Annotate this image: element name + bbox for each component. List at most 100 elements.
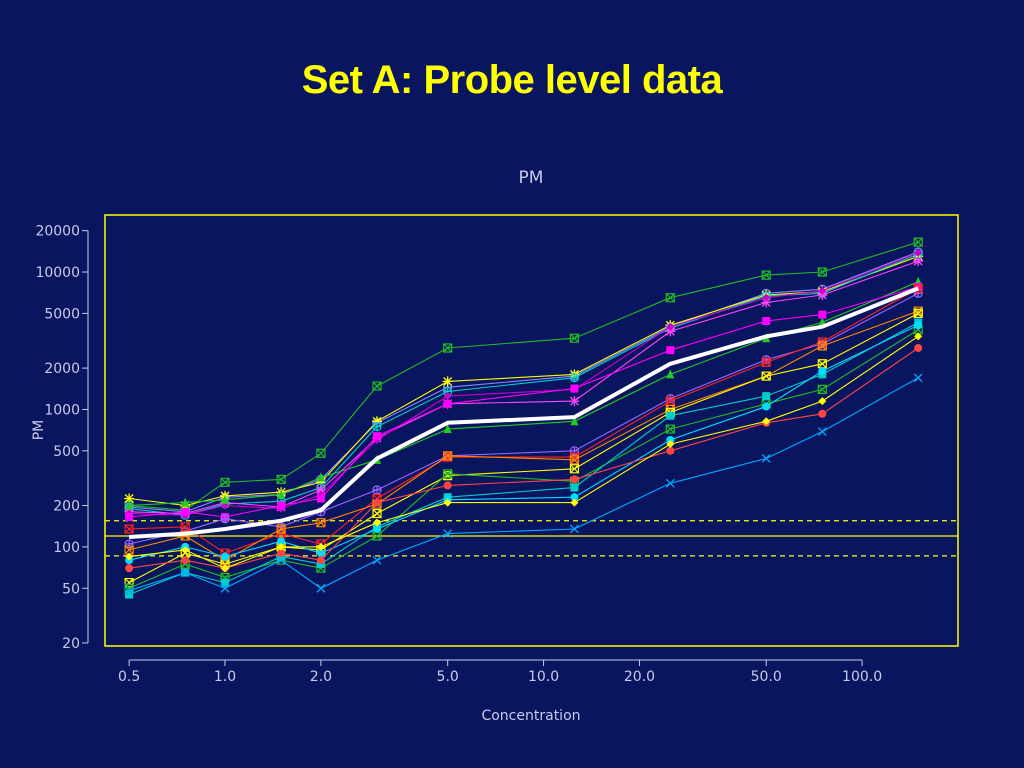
data-point bbox=[665, 478, 675, 488]
data-point bbox=[761, 297, 772, 308]
data-point bbox=[570, 498, 579, 507]
plot-frame bbox=[104, 214, 959, 647]
data-point bbox=[221, 552, 230, 561]
data-point bbox=[125, 512, 134, 521]
series bbox=[124, 256, 924, 519]
series-line bbox=[129, 287, 919, 554]
data-point bbox=[665, 424, 675, 434]
y-tick-label: 10000 bbox=[35, 265, 80, 281]
y-tick-label: 1000 bbox=[44, 402, 80, 418]
data-point bbox=[277, 542, 286, 551]
data-point bbox=[569, 396, 580, 407]
data-point bbox=[818, 367, 827, 376]
data-point bbox=[125, 564, 134, 573]
data-point bbox=[569, 455, 580, 465]
data-point bbox=[818, 310, 827, 319]
data-point bbox=[316, 518, 326, 528]
data-point bbox=[315, 477, 326, 488]
series bbox=[125, 276, 923, 510]
data-point bbox=[818, 409, 827, 418]
data-point bbox=[372, 432, 381, 441]
x-axis-label: Concentration bbox=[481, 708, 580, 724]
y-tick-label: 50 bbox=[62, 581, 80, 597]
data-point bbox=[569, 524, 579, 534]
series-line bbox=[129, 260, 919, 515]
series bbox=[124, 373, 923, 596]
data-point bbox=[570, 475, 579, 484]
data-point bbox=[913, 256, 924, 267]
data-point bbox=[570, 483, 579, 492]
data-point bbox=[371, 416, 382, 427]
data-point bbox=[762, 317, 771, 326]
data-point bbox=[125, 500, 134, 510]
data-point bbox=[124, 524, 134, 534]
data-point bbox=[276, 555, 286, 565]
data-point bbox=[914, 282, 923, 291]
data-point bbox=[913, 237, 923, 247]
data-point bbox=[818, 397, 827, 406]
series-line bbox=[129, 252, 919, 516]
data-point bbox=[666, 435, 675, 444]
x-tick-label: 2.0 bbox=[310, 669, 332, 685]
x-tick-label: 10.0 bbox=[528, 669, 559, 685]
reference-lines bbox=[105, 520, 958, 557]
data-point bbox=[817, 341, 827, 351]
data-point bbox=[762, 293, 771, 302]
x-tick-label: 0.5 bbox=[118, 669, 140, 685]
x-tick-label: 100.0 bbox=[842, 669, 882, 685]
data-point bbox=[221, 494, 230, 504]
y-axis-label: PM bbox=[31, 420, 47, 441]
data-point bbox=[443, 481, 452, 490]
data-point bbox=[180, 568, 190, 578]
data-point bbox=[277, 549, 286, 558]
series-line bbox=[129, 286, 919, 518]
data-point bbox=[276, 524, 286, 534]
series-line bbox=[128, 377, 919, 592]
data-point bbox=[124, 586, 134, 596]
chart-title: PM bbox=[519, 168, 544, 188]
series-line bbox=[128, 324, 919, 561]
series bbox=[124, 237, 923, 515]
series-line bbox=[128, 292, 919, 545]
data-point bbox=[443, 451, 453, 461]
data-point bbox=[276, 474, 286, 484]
data-point bbox=[817, 384, 827, 394]
data-point bbox=[180, 522, 190, 532]
data-point bbox=[761, 270, 771, 280]
data-point bbox=[443, 469, 453, 479]
data-point bbox=[913, 373, 923, 383]
data-point bbox=[181, 497, 190, 507]
series bbox=[124, 325, 923, 593]
data-point bbox=[372, 555, 382, 565]
y-tick-label: 5000 bbox=[44, 306, 80, 322]
data-point bbox=[817, 427, 827, 437]
data-point bbox=[914, 248, 923, 257]
data-point bbox=[818, 286, 827, 295]
series bbox=[125, 332, 923, 573]
series-layer bbox=[124, 237, 924, 599]
data-point bbox=[443, 529, 453, 539]
data-point bbox=[762, 402, 771, 411]
data-point bbox=[817, 290, 828, 301]
series bbox=[124, 308, 923, 588]
data-point bbox=[666, 440, 675, 449]
data-point bbox=[570, 384, 579, 393]
x-tick-label: 20.0 bbox=[624, 669, 655, 685]
data-point bbox=[125, 590, 134, 599]
y-tick-label: 200 bbox=[53, 499, 80, 515]
series-line bbox=[128, 321, 919, 596]
data-point bbox=[665, 293, 675, 303]
data-point bbox=[372, 508, 382, 519]
data-point bbox=[181, 545, 190, 554]
series-line bbox=[129, 241, 919, 511]
data-point bbox=[569, 373, 580, 383]
median-line bbox=[128, 286, 919, 539]
y-tick-label: 20000 bbox=[35, 224, 80, 240]
y-tick-label: 2000 bbox=[44, 361, 80, 377]
data-point bbox=[372, 485, 382, 495]
data-point bbox=[125, 552, 134, 561]
data-point bbox=[221, 578, 230, 587]
data-point bbox=[372, 381, 382, 391]
data-point bbox=[665, 326, 676, 337]
